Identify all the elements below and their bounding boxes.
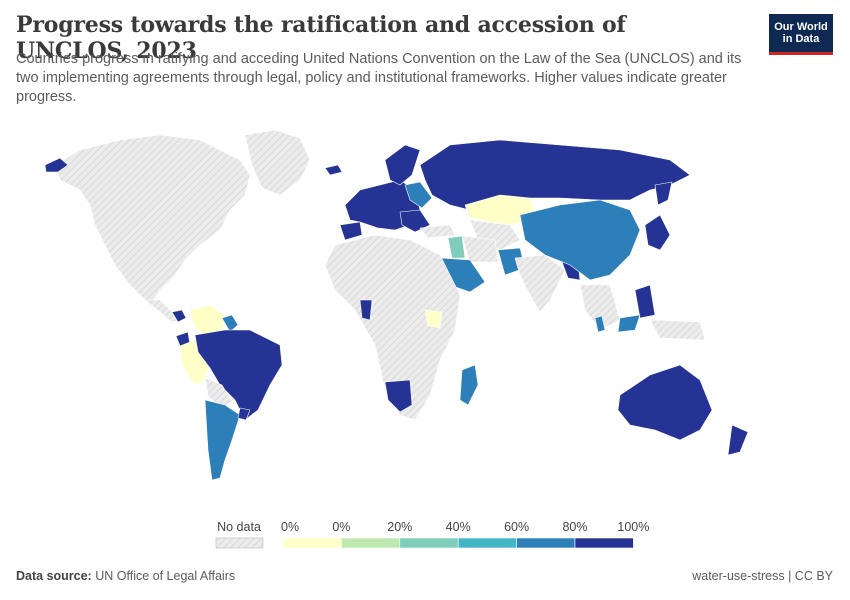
- legend-tick-label-5: 80%: [562, 520, 587, 534]
- region-argentina-chile[interactable]: [204, 399, 241, 481]
- legend-bin-2[interactable]: [399, 537, 459, 549]
- chart-title: Progress towards the ratification and ac…: [16, 12, 626, 64]
- region-india[interactable]: [514, 254, 566, 313]
- region-turkey[interactable]: [419, 224, 456, 239]
- region-north-america[interactable]: [54, 134, 251, 306]
- legend-ticks: 0% 0% 20% 40% 60% 80% 100%: [281, 520, 649, 534]
- legend-tick-label-1: 0%: [332, 520, 350, 534]
- region-mexico-coast[interactable]: [171, 309, 187, 323]
- region-papua[interactable]: [649, 319, 706, 341]
- region-madagascar[interactable]: [459, 364, 479, 406]
- legend-bin-0[interactable]: [282, 537, 342, 549]
- logo-line-2: in Data: [782, 33, 820, 45]
- legend-tick-label-0: 0%: [281, 520, 299, 534]
- region-russia[interactable]: [419, 139, 691, 211]
- legend-no-data-swatch: [215, 537, 264, 549]
- legend-tick-label-6: 100%: [617, 520, 649, 534]
- legend-bin-4[interactable]: [516, 537, 576, 549]
- region-vietnam[interactable]: [594, 315, 606, 333]
- region-bolivia-paraguay[interactable]: [204, 377, 233, 409]
- region-alaska[interactable]: [44, 157, 69, 173]
- data-source: Data source: UN Office of Legal Affairs: [16, 569, 235, 583]
- legend-bin-1[interactable]: [341, 537, 401, 549]
- region-iran[interactable]: [461, 235, 499, 263]
- region-philippines[interactable]: [634, 284, 656, 319]
- region-iberia[interactable]: [339, 221, 363, 241]
- legend-tick-label-4: 60%: [504, 520, 529, 534]
- region-new-zealand[interactable]: [727, 424, 749, 456]
- region-indonesia[interactable]: [617, 314, 641, 333]
- owid-logo[interactable]: Our World in Data: [769, 14, 833, 55]
- legend-bin-3[interactable]: [457, 537, 517, 549]
- license-note[interactable]: water-use-stress | CC BY: [692, 569, 833, 583]
- region-central-asia-nodata[interactable]: [469, 219, 521, 251]
- chart-subtitle: Countries progress in ratifying and acce…: [16, 51, 742, 105]
- legend-tick-label-3: 40%: [446, 520, 471, 534]
- region-korea-japan[interactable]: [644, 214, 671, 251]
- region-brazil[interactable]: [194, 329, 283, 421]
- region-venezuela-colombia[interactable]: [189, 304, 226, 336]
- legend-no-data[interactable]: No data: [215, 520, 264, 549]
- region-guyana[interactable]: [221, 314, 239, 333]
- region-iraq[interactable]: [447, 235, 466, 259]
- region-eastern-europe[interactable]: [404, 181, 433, 209]
- legend-no-data-label: No data: [217, 520, 261, 534]
- region-uruguay[interactable]: [237, 407, 251, 421]
- region-scandinavia[interactable]: [384, 144, 421, 186]
- logo-line-1: Our World: [774, 20, 828, 33]
- region-australia[interactable]: [617, 364, 713, 441]
- region-namibia[interactable]: [384, 379, 413, 413]
- region-africa-west-coast[interactable]: [359, 299, 373, 321]
- region-southeast-asia[interactable]: [579, 284, 621, 331]
- region-greenland[interactable]: [244, 129, 311, 196]
- region-east-africa[interactable]: [424, 309, 443, 329]
- legend-tick-label-2: 20%: [387, 520, 412, 534]
- region-china[interactable]: [519, 199, 641, 281]
- region-africa[interactable]: [324, 234, 461, 421]
- legend-bin-5[interactable]: [574, 537, 634, 549]
- data-source-text[interactable]: UN Office of Legal Affairs: [95, 569, 236, 583]
- region-iceland[interactable]: [324, 164, 343, 176]
- data-source-label: Data source:: [16, 569, 92, 583]
- region-kamchatka[interactable]: [654, 181, 673, 206]
- legend-bins[interactable]: [282, 537, 634, 549]
